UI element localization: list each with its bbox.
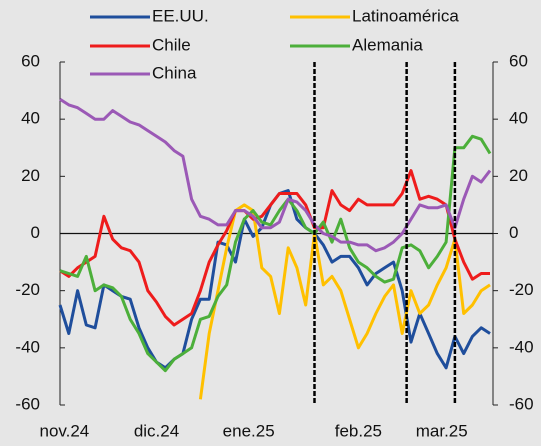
y-tick-label: -20 <box>15 280 40 299</box>
y2-tick-label: -20 <box>509 280 534 299</box>
legend-label: Alemania <box>352 35 423 54</box>
series-line <box>198 203 491 400</box>
y-tick-label: 0 <box>31 223 40 242</box>
y-tick-label: 40 <box>21 109 40 128</box>
y-tick-label: 20 <box>21 166 40 185</box>
y2-tick-label: -40 <box>509 337 534 356</box>
x-tick-label: feb.25 <box>335 421 382 440</box>
legend-label: Chile <box>152 35 191 54</box>
x-tick-label: ene.25 <box>223 421 275 440</box>
legend-label: China <box>152 63 197 82</box>
legend-label: EE.UU. <box>152 6 209 25</box>
y2-tick-label: 0 <box>509 223 518 242</box>
legend-label: Latinoamérica <box>352 6 459 25</box>
series-line <box>59 134 492 373</box>
y2-tick-label: 40 <box>509 109 528 128</box>
y2-tick-label: -60 <box>509 394 534 413</box>
series-line <box>59 97 492 253</box>
x-tick-label: mar.25 <box>416 421 468 440</box>
y-tick-label: -60 <box>15 394 40 413</box>
x-tick-label: nov.24 <box>39 421 89 440</box>
x-tick-label: dic.24 <box>134 421 179 440</box>
y-tick-label: -40 <box>15 337 40 356</box>
y-tick-label: 60 <box>21 51 40 70</box>
series-line <box>59 169 490 327</box>
y2-tick-label: 20 <box>509 166 528 185</box>
y2-tick-label: 60 <box>509 51 528 70</box>
